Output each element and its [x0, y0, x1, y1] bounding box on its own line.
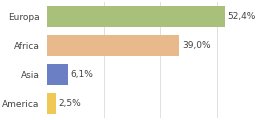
Text: 6,1%: 6,1% [71, 70, 94, 79]
Text: 39,0%: 39,0% [182, 41, 211, 50]
Text: 52,4%: 52,4% [228, 12, 256, 21]
Bar [47, 35, 179, 56]
Bar [47, 93, 56, 114]
Text: 2,5%: 2,5% [58, 99, 81, 108]
Bar [47, 64, 68, 85]
Bar [47, 6, 225, 27]
